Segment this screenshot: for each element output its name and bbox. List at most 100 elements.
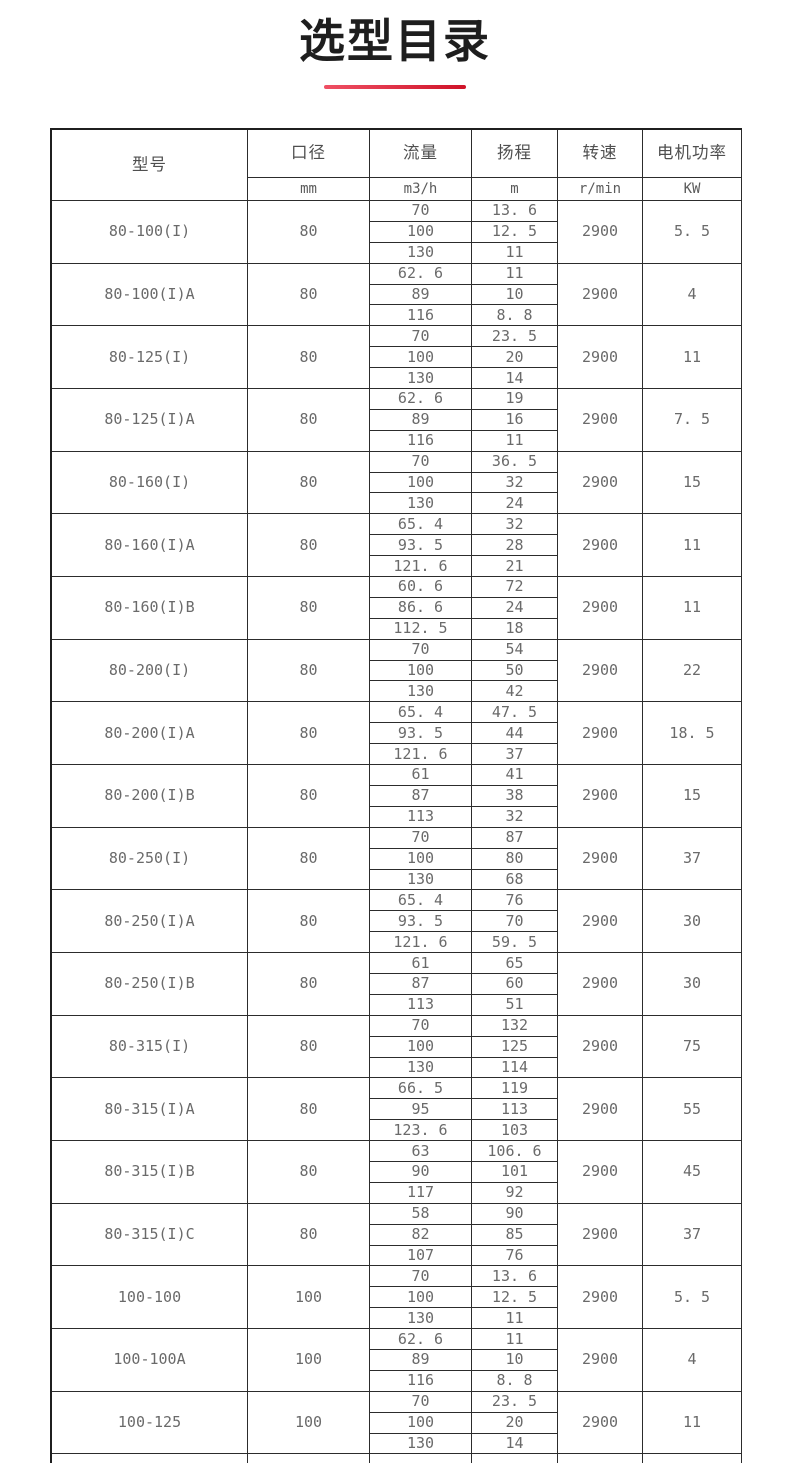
flow-cell: 100 [370,347,472,369]
flow-cell: 117 [370,1182,472,1204]
head-cell: 38 [472,785,558,807]
flow-cell: 86. 6 [370,597,472,619]
power-cell: 4 [643,263,742,327]
flow-cell: 70 [370,201,472,222]
model-cell: 80-250(I)B [52,953,248,1016]
head-cell: 51 [472,994,558,1016]
head-cell: 32 [472,472,558,494]
flow-cell: 100 [370,1287,472,1309]
head-cell: 85 [472,1224,558,1246]
head-cell: 16 [472,409,558,431]
flow-cell: 70 [370,1391,472,1413]
partial-row-cell [643,1454,742,1463]
head-cell: 10 [472,284,558,306]
col-header: 电机功率 [643,130,742,178]
flow-cell: 113 [370,994,472,1016]
head-cell: 80 [472,848,558,870]
flow-cell: 130 [370,1433,472,1455]
partial-row-cell [558,1454,643,1463]
unit-cell: m3/h [370,178,472,201]
bore-cell: 80 [248,890,370,954]
head-cell: 18 [472,618,558,640]
flow-cell: 89 [370,1349,472,1371]
head-cell: 68 [472,869,558,891]
head-cell: 23. 5 [472,1391,558,1413]
head-cell: 87 [472,827,558,849]
power-cell: 75 [643,1015,742,1079]
bore-cell: 80 [248,263,370,327]
flow-cell: 93. 5 [370,911,472,933]
flow-cell: 116 [370,305,472,327]
flow-cell: 116 [370,1370,472,1392]
bore-cell: 100 [248,1391,370,1455]
model-cell: 100-100 [52,1266,248,1330]
head-cell: 65 [472,953,558,974]
speed-cell: 2900 [558,577,643,640]
flow-cell: 61 [370,765,472,786]
power-cell: 5. 5 [643,201,742,264]
flow-cell: 130 [370,368,472,390]
head-cell: 13. 6 [472,201,558,222]
head-cell: 37 [472,744,558,766]
speed-cell: 2900 [558,451,643,515]
head-cell: 20 [472,1412,558,1434]
head-cell: 92 [472,1182,558,1204]
partial-row-cell [370,1454,472,1463]
col-header-model: 型号 [52,130,248,201]
flow-cell: 62. 6 [370,1329,472,1350]
flow-cell: 89 [370,284,472,306]
head-cell: 44 [472,723,558,745]
power-cell: 18. 5 [643,702,742,766]
model-cell: 100-125 [52,1391,248,1455]
speed-cell: 2900 [558,1141,643,1204]
model-cell: 80-160(I) [52,451,248,515]
flow-cell: 100 [370,1412,472,1434]
flow-cell: 62. 6 [370,263,472,285]
speed-cell: 2900 [558,953,643,1016]
speed-cell: 2900 [558,639,643,703]
head-cell: 72 [472,577,558,598]
model-cell: 80-315(I)C [52,1203,248,1267]
model-cell: 80-315(I) [52,1015,248,1079]
head-cell: 20 [472,347,558,369]
power-cell: 55 [643,1078,742,1142]
model-cell: 80-250(I) [52,827,248,891]
head-cell: 8. 8 [472,305,558,327]
flow-cell: 95 [370,1099,472,1121]
page-title: 选型目录 [299,14,491,68]
head-cell: 113 [472,1099,558,1121]
speed-cell: 2900 [558,263,643,327]
flow-cell: 112. 5 [370,618,472,640]
power-cell: 11 [643,514,742,578]
head-cell: 10 [472,1349,558,1371]
flow-cell: 65. 4 [370,890,472,912]
flow-cell: 70 [370,451,472,473]
head-cell: 8. 8 [472,1370,558,1392]
speed-cell: 2900 [558,827,643,891]
flow-cell: 82 [370,1224,472,1246]
partial-row-cell [52,1454,248,1463]
flow-cell: 89 [370,409,472,431]
flow-cell: 130 [370,869,472,891]
power-cell: 11 [643,577,742,640]
head-cell: 42 [472,681,558,703]
head-cell: 59. 5 [472,932,558,954]
head-cell: 12. 5 [472,221,558,243]
flow-cell: 121. 6 [370,744,472,766]
flow-cell: 93. 5 [370,535,472,557]
speed-cell: 2900 [558,1203,643,1267]
head-cell: 23. 5 [472,326,558,348]
flow-cell: 87 [370,973,472,995]
model-cell: 80-200(I) [52,639,248,703]
model-cell: 80-250(I)A [52,890,248,954]
head-cell: 106. 6 [472,1141,558,1162]
flow-cell: 121. 6 [370,932,472,954]
head-cell: 60 [472,973,558,995]
head-cell: 50 [472,660,558,682]
bore-cell: 80 [248,953,370,1016]
power-cell: 7. 5 [643,389,742,452]
title-underline-bar [324,85,466,89]
flow-cell: 60. 6 [370,577,472,598]
head-cell: 14 [472,368,558,390]
